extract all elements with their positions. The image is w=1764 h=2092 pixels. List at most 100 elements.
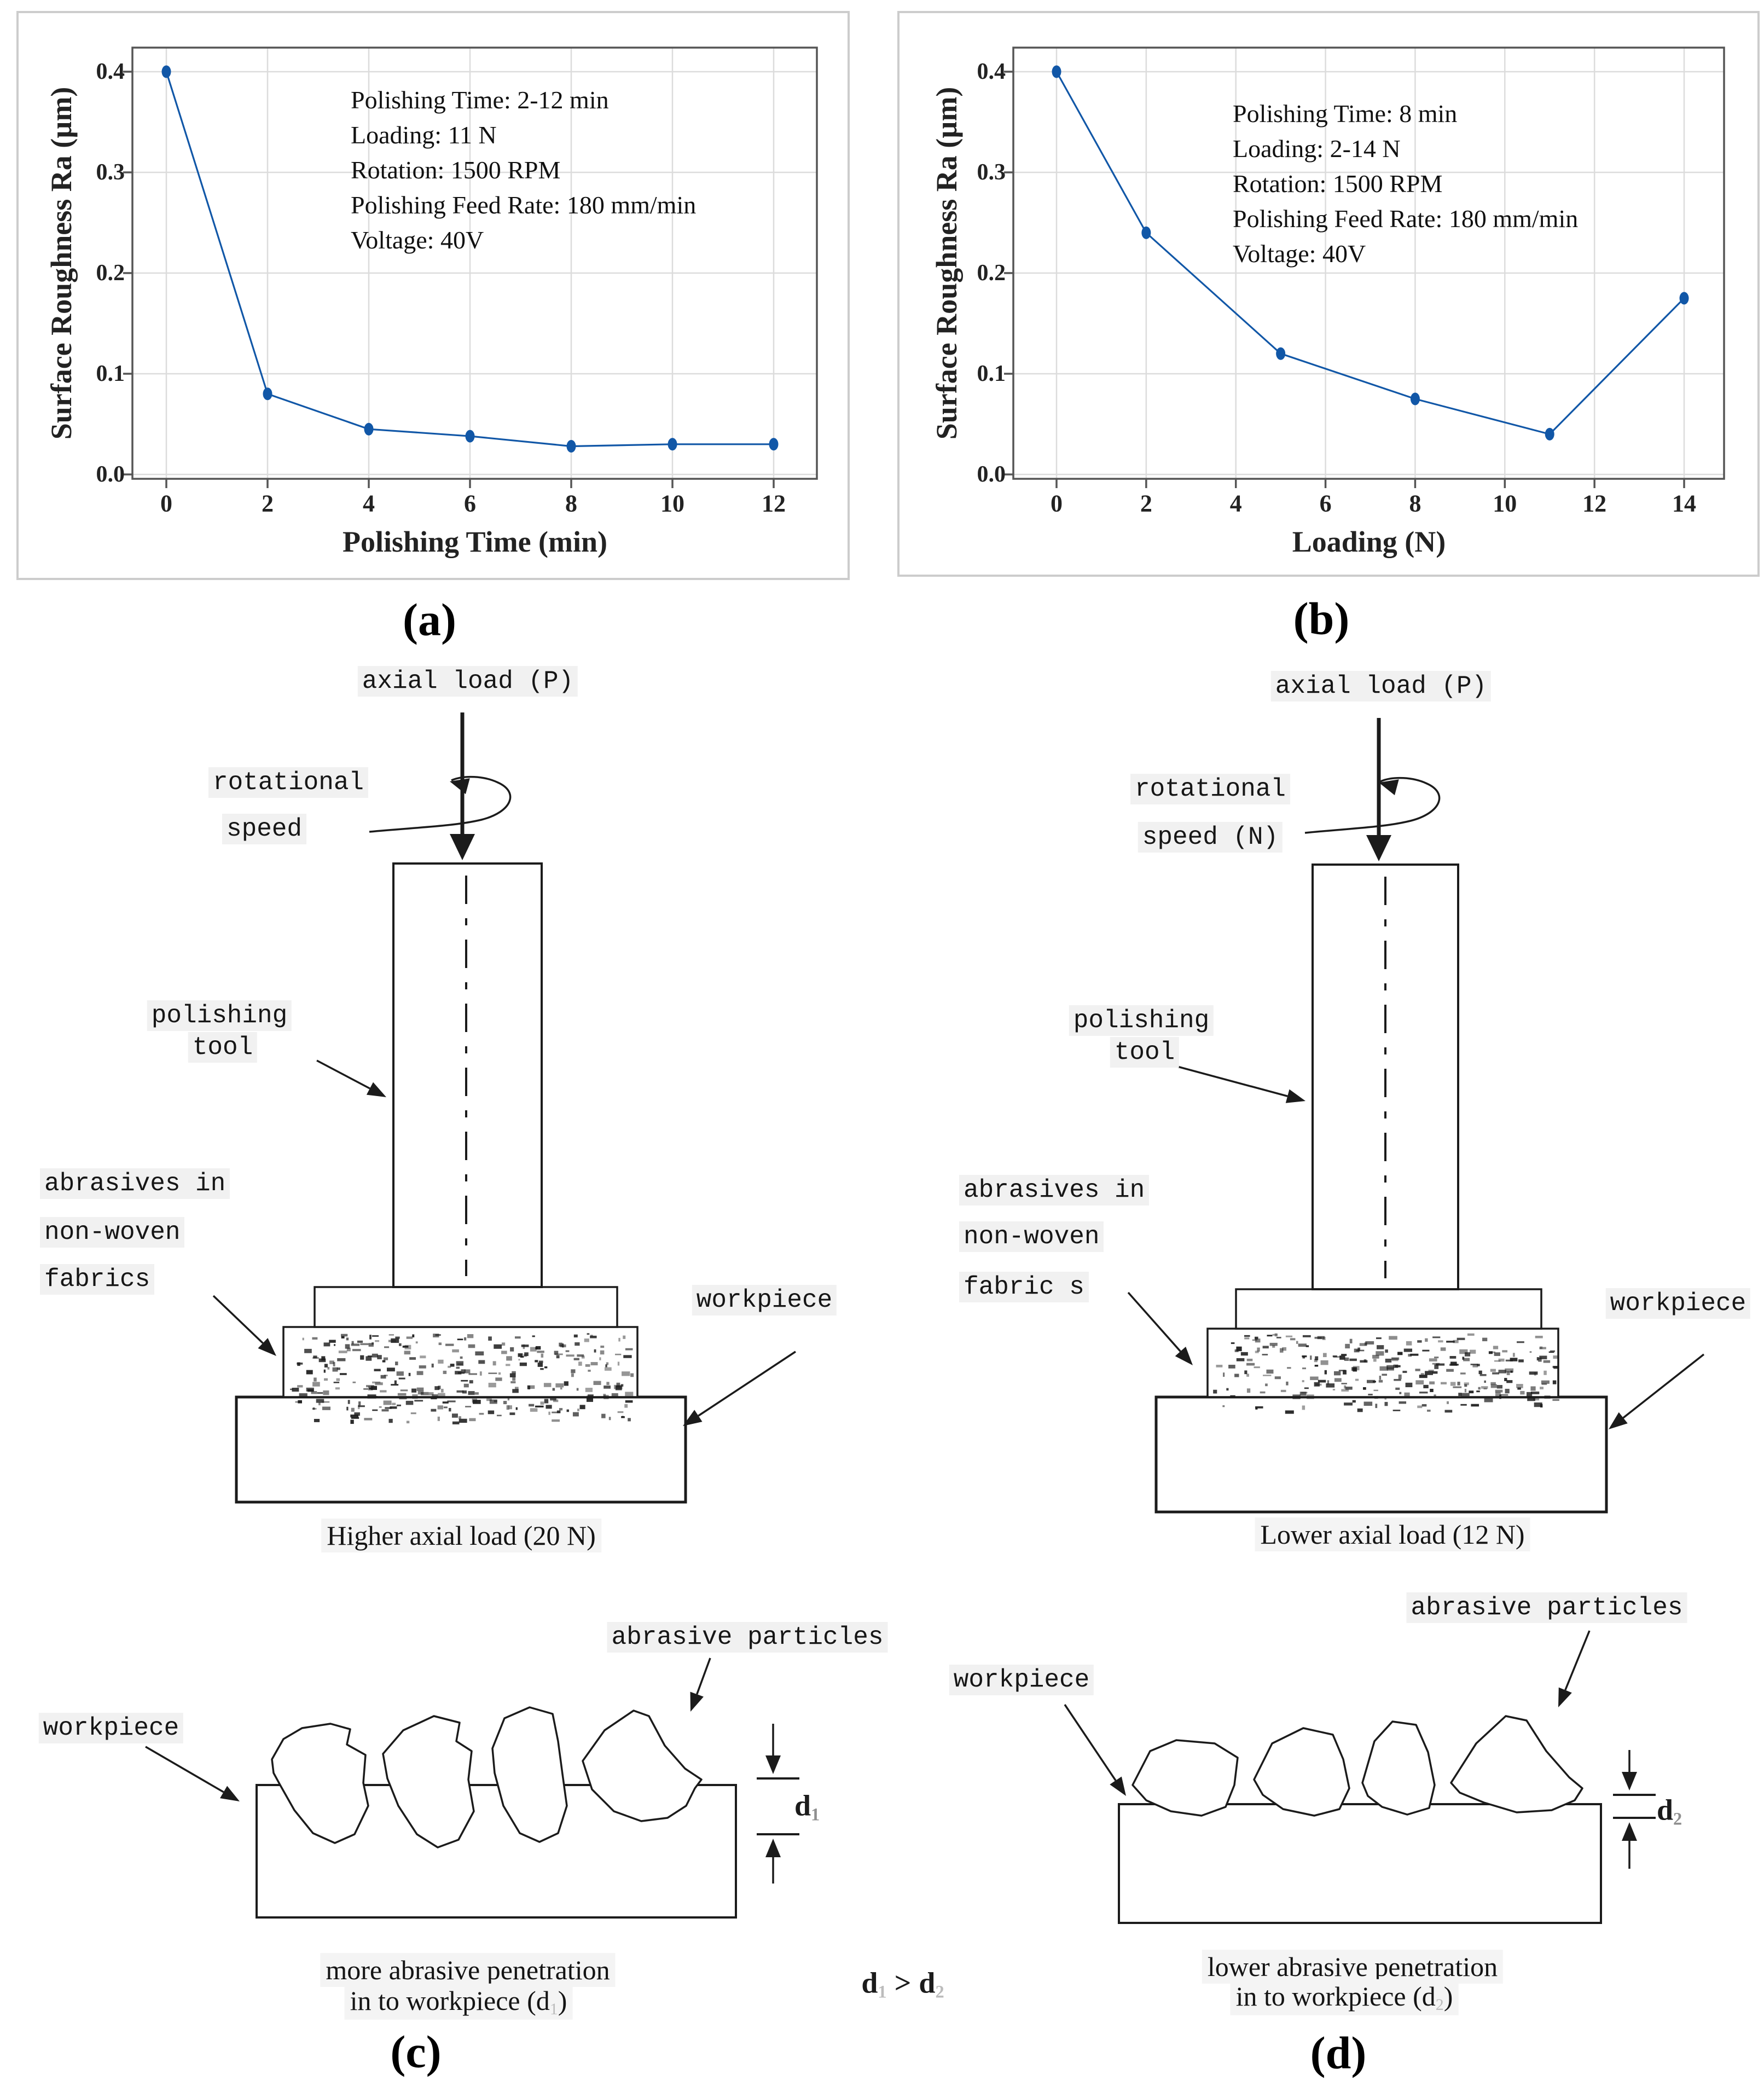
workpiece-block xyxy=(1154,1395,1608,1514)
abrasive-speckle xyxy=(1429,1358,1437,1361)
abrasive-speckle xyxy=(535,1346,541,1350)
abrasive-speckle xyxy=(391,1384,399,1386)
abrasive-speckle xyxy=(1505,1368,1514,1373)
abrasive-speckle xyxy=(1363,1387,1366,1390)
abrasive-speckle xyxy=(514,1387,519,1390)
abrasive-speckle xyxy=(1332,1389,1336,1390)
abrasive-speckle xyxy=(333,1362,335,1366)
workpiece-arrow-head xyxy=(683,1410,703,1426)
abrasive-speckle xyxy=(1403,1348,1413,1352)
abrasive-speckle xyxy=(1422,1349,1430,1352)
abrasive-speckle xyxy=(443,1370,447,1374)
abrasive-speckle xyxy=(622,1371,630,1376)
abrasive-speckle xyxy=(625,1392,634,1396)
abrasive-speckle xyxy=(461,1380,468,1382)
workpiece-arrow-pen-head xyxy=(220,1786,240,1801)
panel-label-a: (a) xyxy=(403,594,456,646)
abrasive-speckle xyxy=(1544,1395,1551,1399)
abrasive-speckle xyxy=(535,1405,544,1408)
abrasive-speckle xyxy=(400,1389,408,1392)
abrasive-speckle xyxy=(323,1342,330,1347)
abrasive-speckle xyxy=(594,1349,596,1353)
abrasive-speckle xyxy=(1345,1386,1353,1390)
abrasive-speckle xyxy=(1461,1393,1470,1396)
abrasive-speckle xyxy=(1372,1354,1379,1359)
abrasive-speckle xyxy=(1447,1401,1449,1404)
abrasive-speckle xyxy=(544,1366,548,1369)
workpiece-arrow-pen-line xyxy=(145,1746,224,1793)
polishing-tool-label-right-line2: tool xyxy=(1110,1037,1180,1068)
abrasive-particles-label-left: abrasive particles xyxy=(607,1622,888,1653)
abrasive-speckle xyxy=(431,1398,437,1400)
workpiece-label-right: workpiece xyxy=(1605,1288,1751,1319)
abrasive-particle xyxy=(1361,1720,1436,1816)
abrasive-speckle xyxy=(1498,1358,1505,1362)
abrasive-speckle xyxy=(524,1352,529,1357)
abrasive-speckle xyxy=(346,1337,349,1341)
abrasive-speckle xyxy=(438,1359,444,1364)
abrasive-speckle xyxy=(1286,1381,1289,1386)
abrasive-speckle xyxy=(409,1357,416,1360)
abrasive-speckle xyxy=(604,1385,611,1389)
abrasive-speckle xyxy=(578,1361,582,1366)
abrasive-speckle xyxy=(399,1343,402,1346)
abrasive-speckle xyxy=(1352,1400,1356,1403)
abrasive-speckle xyxy=(1457,1337,1465,1340)
abrasives-label-right-line3: fabric s xyxy=(959,1272,1089,1302)
chart-0-plot-border xyxy=(131,47,818,480)
abrasive-speckle xyxy=(1536,1357,1539,1361)
chart-b-data-point xyxy=(1679,292,1689,305)
abrasive-speckle xyxy=(350,1419,354,1424)
abrasive-speckle xyxy=(1287,1367,1291,1369)
abrasive-speckle xyxy=(333,1382,340,1383)
abrasive-speckle xyxy=(1314,1359,1318,1363)
abrasive-speckle xyxy=(351,1343,360,1346)
abrasive-speckle xyxy=(1432,1363,1440,1365)
abrasive-speckle xyxy=(587,1333,590,1335)
abrasive-speckle xyxy=(585,1364,590,1367)
abrasive-speckle xyxy=(449,1407,451,1412)
abrasive-speckle xyxy=(360,1355,364,1360)
abrasive-speckle xyxy=(510,1347,514,1352)
abrasive-speckle xyxy=(411,1388,417,1393)
abrasive-speckle xyxy=(380,1390,387,1393)
abrasive-speckle xyxy=(1478,1370,1482,1375)
abrasive-speckle xyxy=(369,1387,373,1390)
abrasive-speckle xyxy=(515,1407,518,1410)
abrasive-speckle xyxy=(1463,1358,1470,1361)
abrasive-speckle xyxy=(1230,1395,1235,1398)
abrasive-speckle xyxy=(406,1336,413,1339)
abrasive-speckle xyxy=(1265,1383,1268,1387)
abrasive-speckle xyxy=(1408,1354,1412,1357)
lower-axial-load-caption: Lower axial load (12 N) xyxy=(1255,1517,1530,1551)
abrasive-speckle xyxy=(1494,1360,1501,1362)
abrasive-speckle xyxy=(1455,1364,1459,1366)
abrasive-speckle xyxy=(539,1396,545,1398)
abrasive-speckle xyxy=(382,1360,386,1363)
abrasive-speckle xyxy=(347,1400,350,1404)
abrasive-speckle xyxy=(1517,1387,1521,1390)
workpiece-arrow-pen-line xyxy=(1064,1704,1117,1781)
abrasive-speckle xyxy=(1434,1364,1439,1369)
abrasive-speckle xyxy=(1482,1337,1488,1342)
abrasive-speckle xyxy=(1539,1346,1543,1349)
abrasive-speckle xyxy=(1446,1341,1455,1343)
abrasive-speckle xyxy=(419,1365,426,1369)
abrasive-speckle xyxy=(435,1334,441,1336)
abrasive-speckle xyxy=(554,1351,559,1355)
abrasive-speckle xyxy=(1236,1358,1245,1361)
abrasive-speckle xyxy=(1441,1382,1447,1384)
abrasive-speckle xyxy=(452,1349,459,1353)
abrasives-arrow-line xyxy=(1127,1291,1181,1352)
chart-b-x-tick-label: 14 xyxy=(1672,490,1697,517)
abrasive-speckle xyxy=(306,1370,313,1375)
abrasive-speckle xyxy=(1234,1374,1239,1377)
abrasive-speckle xyxy=(630,1373,634,1377)
abrasive-speckle xyxy=(1246,1358,1253,1361)
abrasive-speckle xyxy=(336,1367,341,1370)
chart-b-x-tick-label: 0 xyxy=(1051,490,1063,517)
chart-a-parameter-annotation: Polishing Time: 2-12 min Loading: 11 N Rot… xyxy=(351,83,696,258)
abrasive-speckle xyxy=(1341,1383,1347,1384)
abrasive-speckle xyxy=(1345,1343,1350,1349)
abrasive-speckle xyxy=(1267,1335,1273,1337)
